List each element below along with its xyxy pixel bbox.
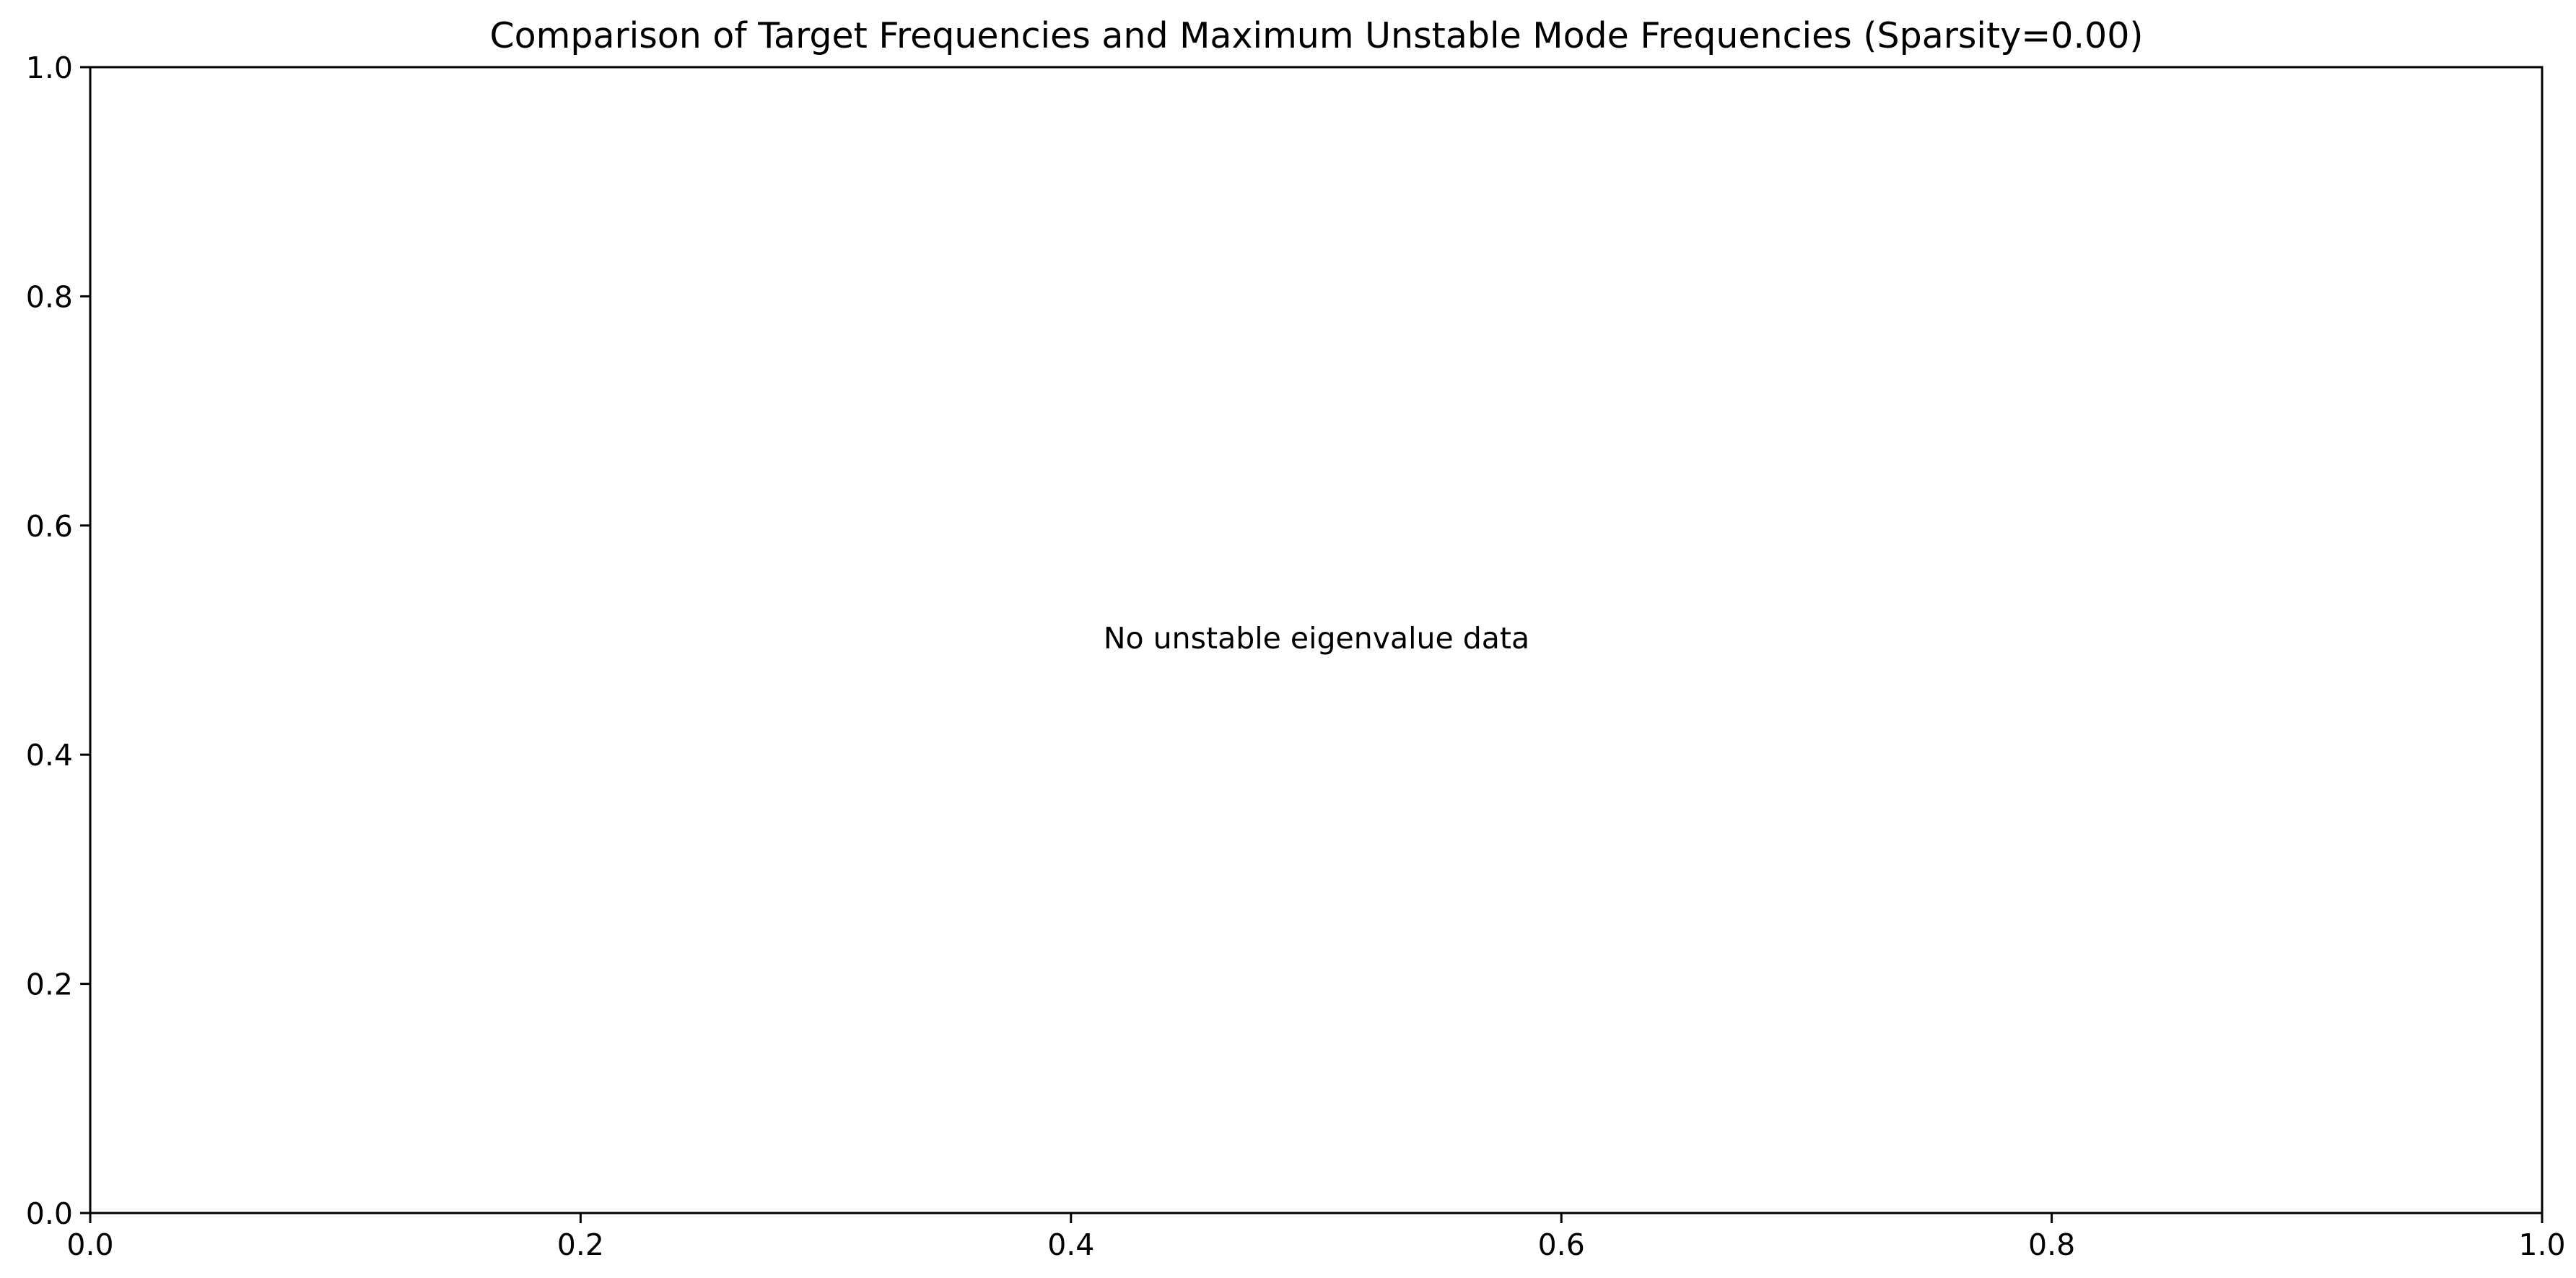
plot-area-frame [89,66,2544,1214]
y-axis: 0.0 0.2 0.4 0.6 0.8 1.0 [26,51,90,1231]
x-tick-label: 0.2 [557,1227,604,1262]
x-tick-label: 1.0 [2518,1227,2565,1262]
y-tick-label: 1.0 [26,51,73,85]
no-data-annotation: No unstable eigenvalue data [1104,621,1529,656]
x-tick-label: 0.0 [66,1227,113,1262]
x-axis: 0.0 0.2 0.4 0.6 0.8 1.0 [66,1213,2566,1262]
x-tick-label: 0.6 [1538,1227,1585,1262]
chart-title: Comparison of Target Frequencies and Max… [489,15,2143,56]
y-tick-label: 0.0 [26,1196,73,1231]
y-tick-label: 0.4 [26,738,73,773]
y-tick-label: 0.2 [26,968,73,1002]
x-tick-label: 0.8 [2028,1227,2075,1262]
x-tick-label: 0.4 [1047,1227,1094,1262]
y-tick-label: 0.8 [26,279,73,314]
y-tick-label: 0.6 [26,509,73,544]
